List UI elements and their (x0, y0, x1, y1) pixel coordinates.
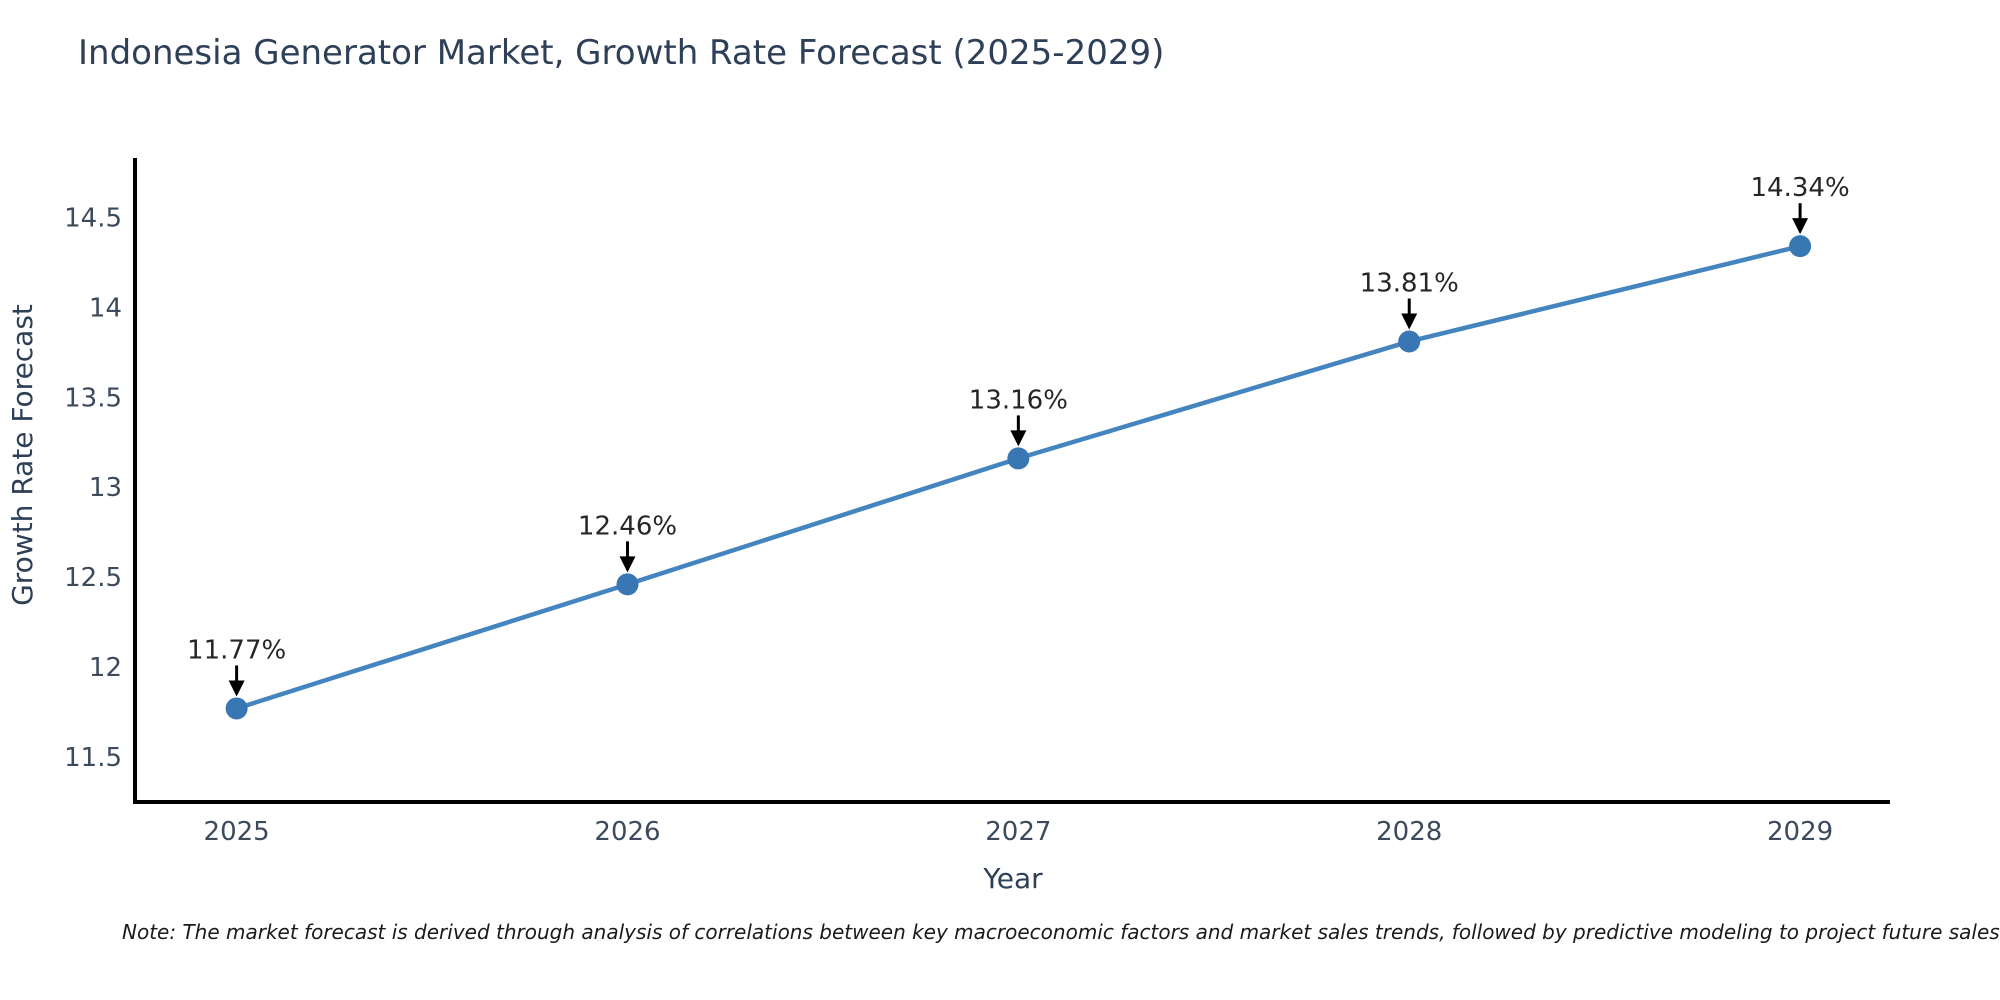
y-tick-label: 11.5 (64, 743, 122, 773)
forecast-line (234, 243, 1803, 711)
data-point-marker (1398, 330, 1421, 353)
annotation-arrowhead-icon (619, 556, 636, 573)
point-value-label: 14.34% (1751, 173, 1850, 203)
y-axis-ticks: 11.5 12 12.5 13 13.5 14 14.5 (64, 203, 122, 773)
chart-footnote: Note: The market forecast is derived thr… (122, 920, 2000, 944)
x-axis-ticks: 2025 2026 2027 2028 2029 (204, 817, 1834, 847)
x-tick-label: 2026 (594, 817, 660, 847)
x-tick-label: 2029 (1767, 817, 1833, 847)
x-axis-title: Year (982, 862, 1043, 895)
y-tick-label: 13.5 (64, 383, 122, 413)
series-markers (225, 235, 1812, 720)
data-point-marker (1789, 235, 1812, 258)
point-value-label: 13.16% (969, 385, 1068, 415)
y-tick-label: 12.5 (64, 563, 122, 593)
data-point-marker (616, 573, 639, 596)
x-tick-label: 2028 (1376, 817, 1442, 847)
y-tick-label: 14 (89, 293, 122, 323)
annotation-arrowhead-icon (1401, 313, 1418, 330)
series-line (234, 243, 1803, 711)
y-axis-title: Growth Rate Forecast (6, 304, 39, 606)
chart-title: Indonesia Generator Market, Growth Rate … (78, 33, 1165, 73)
annotation-arrowhead-icon (1792, 218, 1809, 235)
point-value-label: 11.77% (187, 635, 286, 665)
data-point-marker (1007, 447, 1030, 470)
annotation-arrowhead-icon (228, 680, 245, 697)
annotation-arrowhead-icon (1010, 430, 1027, 447)
x-tick-label: 2025 (204, 817, 270, 847)
point-value-label: 12.46% (578, 511, 677, 541)
point-annotations: 11.77% 12.46% 13.16% 13.81% 14.34% (187, 173, 1850, 697)
y-tick-label: 14.5 (64, 203, 122, 233)
y-tick-label: 12 (89, 653, 122, 683)
x-tick-label: 2027 (985, 817, 1051, 847)
y-tick-label: 13 (89, 473, 122, 503)
data-point-marker (225, 697, 248, 720)
point-value-label: 13.81% (1360, 268, 1459, 298)
